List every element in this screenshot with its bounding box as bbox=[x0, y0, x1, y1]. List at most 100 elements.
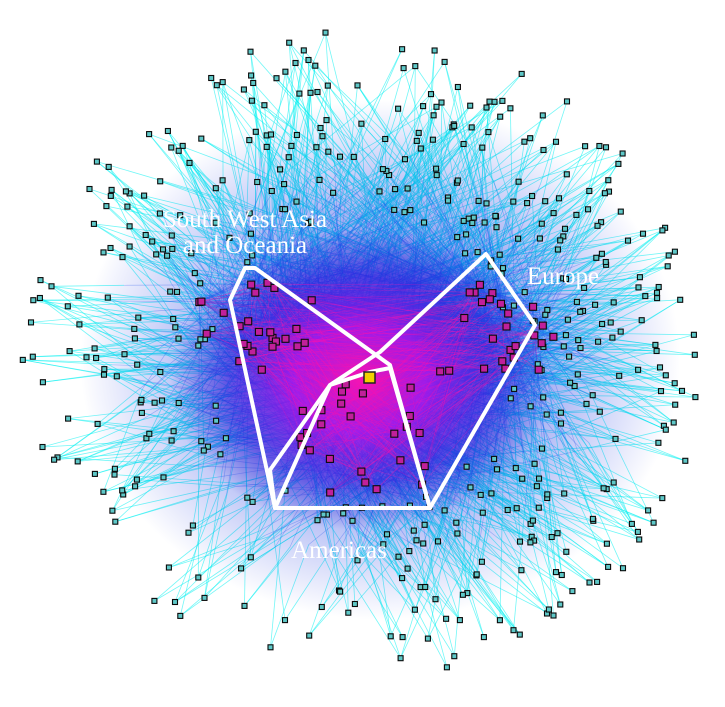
network-node bbox=[314, 517, 321, 524]
network-node bbox=[540, 146, 547, 154]
network-node bbox=[670, 419, 677, 426]
network-node bbox=[454, 83, 461, 91]
network-node bbox=[282, 68, 289, 75]
network-edge bbox=[252, 317, 465, 352]
network-node bbox=[300, 47, 307, 54]
network-node bbox=[317, 124, 324, 132]
network-edge bbox=[243, 317, 465, 345]
network-node bbox=[226, 234, 233, 241]
network-node bbox=[171, 598, 179, 606]
network-node bbox=[480, 634, 487, 641]
network-node bbox=[499, 97, 506, 104]
network-edge bbox=[329, 306, 534, 460]
network-node bbox=[537, 339, 546, 348]
network-node bbox=[454, 530, 461, 537]
network-node bbox=[197, 336, 204, 343]
network-node bbox=[247, 554, 254, 561]
network-node bbox=[119, 487, 126, 494]
network-node bbox=[361, 478, 370, 487]
network-node bbox=[222, 435, 229, 442]
network-node bbox=[133, 476, 140, 483]
network-edge bbox=[329, 458, 362, 472]
network-node bbox=[134, 361, 141, 368]
network-edge bbox=[505, 211, 534, 307]
network-edge bbox=[362, 303, 502, 394]
network-edge bbox=[542, 280, 568, 326]
hub-node bbox=[363, 371, 376, 384]
network-node bbox=[441, 507, 448, 514]
network-node bbox=[249, 252, 256, 259]
network-node bbox=[589, 515, 596, 522]
network-node bbox=[76, 321, 83, 328]
network-node bbox=[131, 335, 138, 342]
network-node bbox=[244, 259, 251, 266]
network-node bbox=[454, 234, 461, 241]
network-node bbox=[650, 519, 657, 526]
network-edge bbox=[376, 345, 516, 490]
network-node bbox=[521, 289, 528, 296]
network-node bbox=[504, 309, 513, 318]
network-edge bbox=[296, 328, 506, 369]
network-node bbox=[422, 583, 429, 591]
network-node bbox=[138, 409, 145, 416]
network-node bbox=[598, 219, 605, 226]
network-node bbox=[391, 206, 398, 213]
network-edge bbox=[365, 301, 483, 483]
network-edge bbox=[394, 345, 516, 434]
network-node bbox=[324, 82, 331, 89]
network-node bbox=[607, 319, 614, 326]
network-edge bbox=[533, 291, 585, 308]
network-edge bbox=[311, 300, 542, 344]
network-edge bbox=[274, 287, 411, 417]
network-node bbox=[325, 454, 334, 463]
network-edge bbox=[243, 343, 450, 371]
network-node bbox=[557, 420, 565, 427]
network-edge bbox=[306, 317, 465, 434]
network-edge bbox=[239, 325, 511, 351]
network-edge bbox=[201, 287, 275, 302]
network-node bbox=[195, 574, 202, 581]
network-edge bbox=[350, 284, 481, 417]
network-edge bbox=[419, 342, 542, 434]
network-edge bbox=[350, 416, 407, 428]
network-node bbox=[285, 154, 292, 161]
network-edge bbox=[252, 317, 465, 352]
network-node bbox=[599, 320, 606, 328]
network-node bbox=[584, 206, 592, 213]
network-node bbox=[510, 627, 517, 634]
network-node bbox=[312, 62, 319, 69]
network-node bbox=[400, 65, 407, 72]
network-node bbox=[460, 140, 467, 148]
network-edge bbox=[247, 345, 485, 369]
network-edge bbox=[330, 460, 401, 493]
network-node bbox=[463, 231, 470, 238]
network-node bbox=[100, 371, 108, 378]
network-node bbox=[609, 334, 616, 341]
network-node bbox=[204, 443, 211, 450]
network-node bbox=[346, 412, 355, 421]
network-edge bbox=[513, 357, 539, 370]
network-edge bbox=[301, 432, 420, 446]
network-node bbox=[288, 142, 295, 149]
network-node bbox=[104, 294, 111, 301]
network-edge bbox=[270, 332, 485, 369]
network-node bbox=[197, 280, 204, 287]
network-edge bbox=[532, 294, 573, 308]
network-node bbox=[463, 463, 470, 470]
network-node bbox=[535, 504, 542, 511]
network-node bbox=[248, 72, 255, 79]
network-node bbox=[267, 644, 274, 651]
network-node bbox=[157, 178, 164, 185]
network-edge bbox=[522, 240, 544, 326]
network-node bbox=[177, 212, 184, 219]
network-node bbox=[164, 127, 171, 135]
network-node bbox=[441, 58, 448, 65]
network-edge bbox=[252, 300, 312, 352]
network-edge bbox=[424, 284, 481, 467]
network-node bbox=[540, 394, 547, 401]
network-node bbox=[560, 343, 567, 350]
network-node bbox=[444, 197, 452, 204]
network-node bbox=[111, 465, 118, 472]
network-node bbox=[75, 292, 82, 299]
network-edge bbox=[274, 287, 401, 461]
